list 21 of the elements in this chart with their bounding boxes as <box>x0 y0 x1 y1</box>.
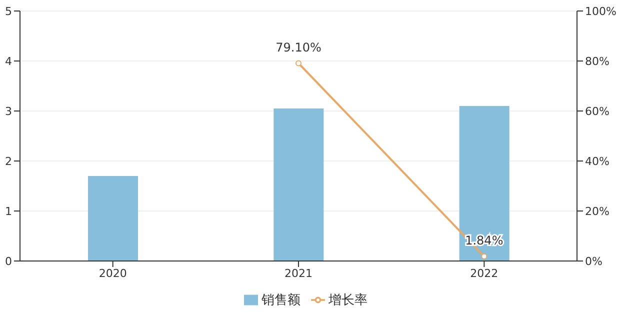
y2-tick-label: 100% <box>585 4 616 18</box>
y2-tick-label: 40% <box>585 154 610 168</box>
x-tick-label: 2020 <box>98 266 127 280</box>
y-tick-label: 3 <box>5 104 12 118</box>
y-tick-label: 2 <box>5 154 12 168</box>
y-tick-label: 4 <box>5 54 12 68</box>
y2-tick-label: 0% <box>585 254 602 268</box>
x-tick-label: 2022 <box>470 266 498 280</box>
bar <box>88 176 138 261</box>
legend-label: 销售额 <box>262 293 300 308</box>
y-tick-label: 5 <box>5 4 12 18</box>
bar <box>274 108 324 261</box>
y-tick-label: 1 <box>5 204 12 218</box>
y2-tick-label: 20% <box>585 204 610 218</box>
data-label: 79.10% <box>276 40 322 54</box>
y2-tick-label: 80% <box>585 54 610 68</box>
legend-label: 增长率 <box>328 293 368 308</box>
y2-tick-label: 60% <box>585 104 610 118</box>
x-tick-label: 2021 <box>284 266 312 280</box>
bar <box>459 106 510 261</box>
y-tick-label: 0 <box>5 254 12 268</box>
